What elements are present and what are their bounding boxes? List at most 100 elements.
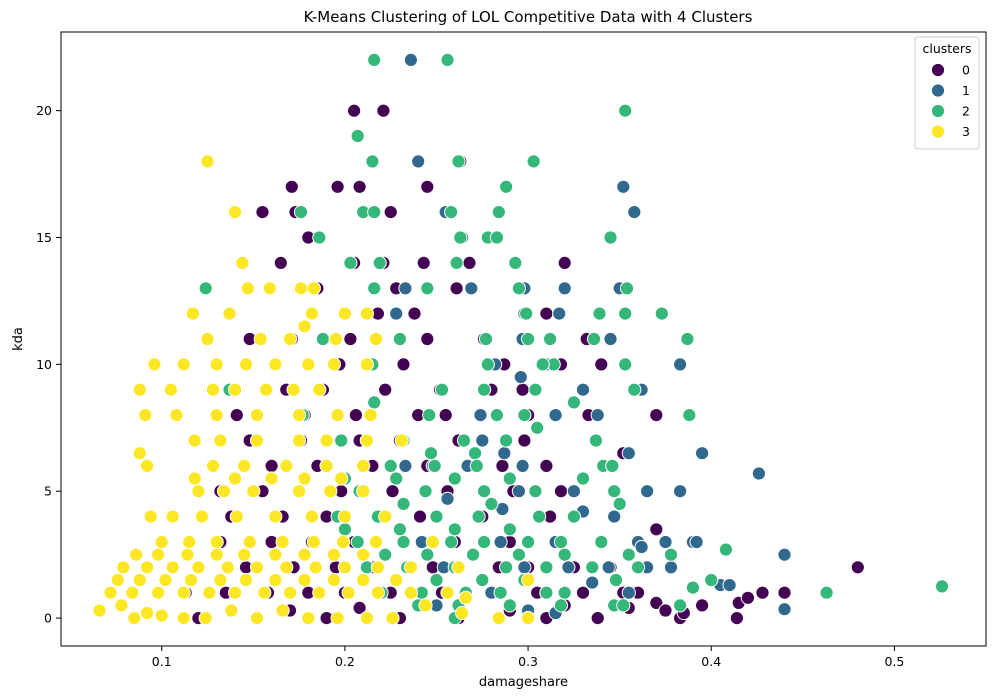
point-cluster-3 <box>268 572 283 588</box>
point-cluster-0 <box>557 255 572 270</box>
point-cluster-3 <box>491 611 506 626</box>
point-cluster-3 <box>180 547 195 562</box>
point-cluster-2 <box>682 408 697 423</box>
legend-label-2: 2 <box>962 104 970 119</box>
point-cluster-3 <box>455 605 470 621</box>
point-cluster-3 <box>330 408 345 423</box>
point-cluster-0 <box>396 357 411 372</box>
point-cluster-0 <box>517 433 532 448</box>
point-cluster-0 <box>590 611 605 626</box>
point-cluster-0 <box>343 331 358 347</box>
point-cluster-1 <box>557 281 572 296</box>
point-cluster-2 <box>553 534 569 550</box>
point-cluster-3 <box>292 484 307 499</box>
point-cluster-2 <box>427 458 442 473</box>
point-cluster-2 <box>528 382 543 397</box>
y-tick-label: 0 <box>44 611 52 626</box>
point-cluster-2 <box>198 281 213 296</box>
point-cluster-1 <box>475 433 490 448</box>
point-cluster-2 <box>566 509 582 524</box>
point-cluster-3 <box>326 572 341 588</box>
point-cluster-2 <box>453 230 468 245</box>
point-cluster-3 <box>319 458 334 473</box>
point-cluster-2 <box>575 471 591 486</box>
legend-box <box>914 36 980 150</box>
y-axis-ticks: 0 5 10 15 20 <box>36 103 61 626</box>
point-cluster-1 <box>658 534 673 550</box>
point-cluster-2 <box>477 484 492 499</box>
point-cluster-2 <box>619 281 635 296</box>
series-3 <box>92 154 536 626</box>
point-cluster-3 <box>328 331 343 347</box>
point-cluster-2 <box>499 560 514 575</box>
point-cluster-2 <box>477 534 492 550</box>
point-cluster-2 <box>449 255 464 270</box>
point-cluster-3 <box>297 572 312 588</box>
point-cluster-0 <box>755 585 770 600</box>
point-cluster-3 <box>92 603 107 618</box>
point-cluster-1 <box>777 602 792 617</box>
point-cluster-0 <box>264 458 279 473</box>
x-axis-ticks: 0.1 0.2 0.3 0.4 0.5 <box>152 646 904 669</box>
point-cluster-2 <box>502 471 517 486</box>
x-tick-label: 0.4 <box>701 654 721 669</box>
point-cluster-3 <box>312 382 327 397</box>
point-cluster-0 <box>347 103 362 118</box>
point-cluster-0 <box>352 600 367 616</box>
point-cluster-2 <box>477 382 492 397</box>
point-cluster-3 <box>209 357 224 372</box>
point-cluster-3 <box>308 560 323 575</box>
point-cluster-2 <box>621 547 636 562</box>
point-cluster-3 <box>237 458 252 473</box>
point-cluster-0 <box>658 603 673 618</box>
point-cluster-0 <box>255 205 270 220</box>
point-cluster-3 <box>425 534 440 550</box>
point-cluster-1 <box>601 560 616 575</box>
point-cluster-2 <box>592 306 607 321</box>
point-cluster-2 <box>491 205 506 220</box>
legend-entries: 0 1 2 3 <box>930 63 970 139</box>
point-cluster-0 <box>777 585 792 600</box>
point-cluster-3 <box>356 547 371 562</box>
point-cluster-2 <box>585 560 600 575</box>
x-tick-label: 0.1 <box>152 654 172 669</box>
point-cluster-2 <box>519 306 534 321</box>
y-tick-label: 5 <box>44 484 52 499</box>
point-cluster-2 <box>566 395 582 410</box>
point-cluster-1 <box>575 382 591 397</box>
plot-frame <box>60 31 987 647</box>
point-cluster-1 <box>552 306 567 321</box>
point-cluster-2 <box>618 357 633 372</box>
point-cluster-1 <box>777 547 792 562</box>
point-cluster-3 <box>264 471 279 486</box>
point-cluster-3 <box>114 598 129 613</box>
point-cluster-3 <box>138 408 153 423</box>
point-cluster-3 <box>363 408 378 423</box>
point-cluster-1 <box>493 534 508 550</box>
point-cluster-3 <box>213 572 228 588</box>
point-cluster-1 <box>621 446 636 461</box>
point-cluster-0 <box>438 408 453 423</box>
point-cluster-3 <box>368 331 384 347</box>
point-cluster-2 <box>654 306 669 321</box>
point-cluster-3 <box>306 534 321 550</box>
point-cluster-3 <box>306 281 321 296</box>
point-cluster-2 <box>420 547 435 562</box>
point-cluster-2 <box>389 471 404 486</box>
point-cluster-2 <box>475 572 490 588</box>
point-cluster-0 <box>229 408 244 423</box>
point-cluster-0 <box>407 306 422 321</box>
point-cluster-3 <box>418 598 433 613</box>
point-cluster-2 <box>539 560 554 575</box>
point-cluster-3 <box>268 547 283 562</box>
point-cluster-3 <box>292 408 307 423</box>
point-cluster-3 <box>337 509 352 524</box>
point-cluster-0 <box>695 598 710 613</box>
point-cluster-3 <box>323 484 338 499</box>
point-cluster-2 <box>521 534 536 550</box>
point-cluster-3 <box>359 433 374 448</box>
point-cluster-2 <box>350 128 365 144</box>
point-cluster-0 <box>649 408 664 423</box>
point-cluster-3 <box>209 547 224 562</box>
